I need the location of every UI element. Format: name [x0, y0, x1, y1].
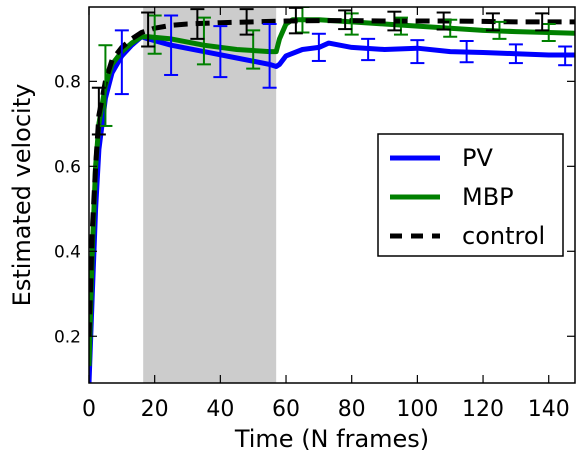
x-tick-label: 20 — [141, 397, 169, 422]
shaded-interval — [143, 7, 277, 383]
x-tick-label: 40 — [206, 397, 234, 422]
error-bar-pv — [410, 39, 425, 65]
x-tick-label: 0 — [82, 397, 96, 422]
series-line-mbp — [89, 17, 575, 367]
error-bar-pv — [311, 32, 326, 62]
error-bar-mbp — [196, 16, 211, 66]
error-bar-mbp — [393, 16, 408, 36]
error-bar-mbp — [98, 44, 113, 127]
error-bar-control — [338, 9, 353, 31]
y-tick-label: 0.4 — [54, 242, 81, 262]
error-bar-pv — [508, 43, 523, 65]
error-bar-control — [288, 7, 303, 35]
x-tick-label: 100 — [396, 397, 438, 422]
legend: PV MBP control — [377, 133, 564, 257]
error-bar-control — [535, 12, 550, 32]
x-tick-label: 80 — [338, 397, 366, 422]
error-bar-control — [387, 10, 402, 32]
error-bar-control — [239, 8, 254, 36]
legend-label-mbp: MBP — [462, 183, 514, 211]
error-bar-mbp — [443, 18, 458, 38]
y-tick-label: 0.6 — [54, 157, 81, 177]
plot-frame — [88, 6, 576, 384]
y-tick-label: 0.8 — [54, 72, 81, 92]
error-bar-control — [190, 8, 205, 40]
error-bar-mbp — [541, 22, 556, 42]
series-line-pv — [89, 34, 575, 383]
legend-label-control: control — [462, 222, 545, 250]
legend-label-pv: PV — [462, 144, 493, 172]
error-bar-control — [485, 12, 500, 32]
error-bar-pv — [361, 37, 376, 62]
error-bar-mbp — [246, 29, 261, 70]
error-bar-control — [436, 11, 451, 31]
x-tick-label: 120 — [462, 397, 504, 422]
y-tick-label: 0.2 — [54, 327, 81, 347]
x-tick-label: 60 — [272, 397, 300, 422]
error-bar-control — [141, 11, 156, 48]
error-bar-pv — [114, 29, 129, 96]
error-bar-pv — [164, 14, 179, 76]
y-axis-label: Estimated velocity — [8, 84, 36, 307]
error-bar-control — [91, 86, 106, 136]
x-tick-label: 140 — [528, 397, 570, 422]
x-axis-label: Time (N frames) — [234, 425, 429, 453]
error-bar-pv — [262, 22, 277, 89]
error-bar-pv — [459, 39, 474, 64]
error-bar-pv — [213, 25, 228, 79]
error-bar-pv — [558, 45, 573, 67]
